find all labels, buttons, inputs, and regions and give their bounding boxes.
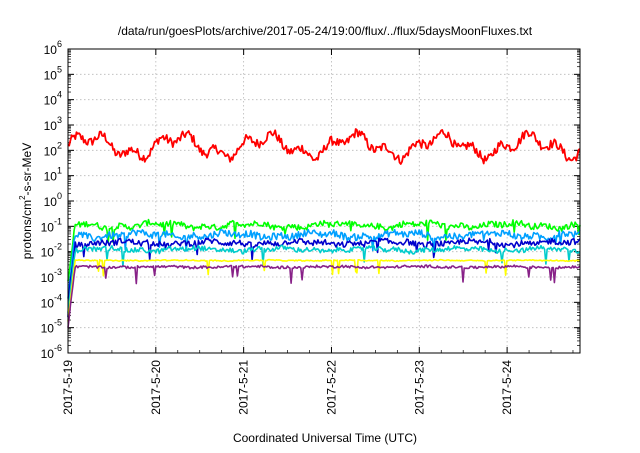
series-line: [67, 264, 581, 328]
x-tick-label: 2017-5-22: [324, 360, 338, 415]
y-tick-label: 105: [44, 64, 62, 82]
grid-layer: [67, 48, 580, 354]
y-tick-exp: 4: [57, 90, 62, 100]
y-tick-base: 10: [44, 68, 58, 82]
y-tick-exp: -2: [54, 242, 62, 252]
y-tick-exp: 6: [57, 39, 62, 49]
y-tick-exp: 0: [57, 191, 62, 201]
y-tick-base: 10: [44, 119, 58, 133]
y-tick-exp: 5: [57, 64, 62, 74]
x-axis-label: Coordinated Universal Time (UTC): [233, 431, 417, 445]
y-tick-label: 10-3: [41, 267, 62, 285]
y-tick-base: 10: [41, 296, 55, 310]
x-tick-label: 2017-5-24: [500, 360, 514, 415]
y-tick-exp: -1: [54, 216, 62, 226]
y-tick-exp: -6: [54, 343, 62, 353]
y-tick-exp: -5: [54, 318, 62, 328]
y-tick-exp: -3: [54, 267, 62, 277]
y-tick-label: 10-2: [41, 242, 62, 260]
series-line: [67, 228, 581, 299]
x-tick-label: 2017-5-20: [149, 360, 163, 415]
x-tick-label: 2017-5-23: [412, 360, 426, 415]
chart-title: /data/run/goesPlots/archive/2017-05-24/1…: [118, 24, 533, 38]
y-tick-base: 10: [41, 246, 55, 260]
y-tick-label: 10-1: [41, 216, 62, 234]
y-tick-label: 100: [44, 191, 62, 209]
x-tick-label: 2017-5-19: [61, 360, 75, 415]
y-tick-exp: -4: [54, 292, 62, 302]
y-tick-exp: 2: [57, 140, 62, 150]
y-tick-label: 10-6: [41, 343, 62, 361]
y-tick-base: 10: [41, 347, 55, 361]
y-tick-label: 101: [44, 166, 62, 184]
y-tick-label: 10-5: [41, 318, 62, 336]
plot-frame: [67, 48, 581, 354]
series-line: [67, 218, 581, 282]
y-axis-label: protons/cm2-s-sr-MeV: [18, 143, 34, 259]
series-line: [67, 237, 581, 318]
y-tick-label: 106: [44, 39, 62, 57]
y-tick-label: 104: [44, 90, 62, 108]
y-tick-base: 10: [44, 144, 58, 158]
y-tick-labels: 10-610-510-410-310-210-11001011021031041…: [41, 39, 62, 361]
series-line: [67, 128, 581, 165]
y-tick-label: 102: [44, 140, 62, 158]
x-tick-label: 2017-5-21: [237, 360, 251, 415]
y-tick-base: 10: [44, 43, 58, 57]
y-tick-base: 10: [44, 195, 58, 209]
y-tick-exp: 1: [57, 166, 62, 176]
series-line: [67, 244, 581, 313]
y-tick-base: 10: [41, 220, 55, 234]
y-tick-base: 10: [41, 322, 55, 336]
x-tick-labels: 2017-5-19 2017-5-20 2017-5-21 2017-5-22 2017…: [61, 360, 514, 415]
y-tick-label: 10-4: [41, 292, 62, 310]
series-layer: [67, 128, 581, 328]
y-tick-label: 103: [44, 115, 62, 133]
y-tick-exp: 3: [57, 115, 62, 125]
series-line: [67, 258, 580, 322]
y-tick-base: 10: [44, 170, 58, 184]
y-tick-base: 10: [44, 94, 58, 108]
y-tick-base: 10: [41, 271, 55, 285]
